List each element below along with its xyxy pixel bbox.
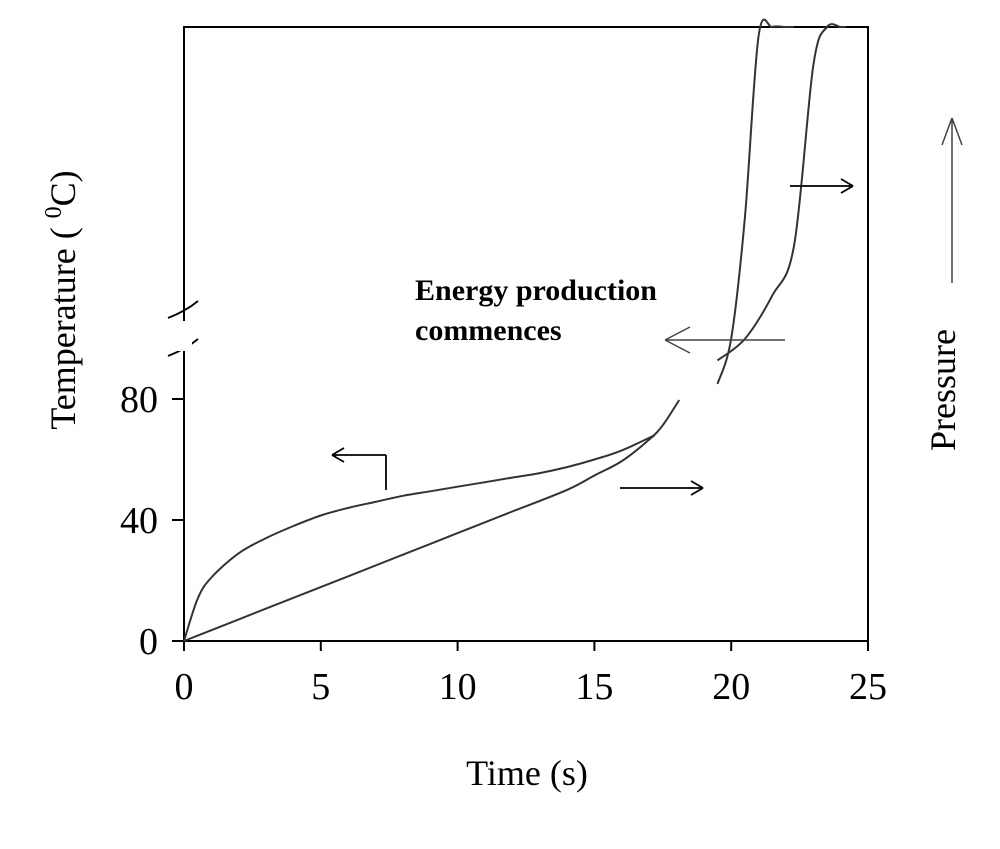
y-tick-label: 80	[120, 379, 158, 421]
y-axis-title-prefix: Temperature (	[43, 218, 83, 429]
x-tick-label: 20	[712, 666, 750, 708]
y-axis-title-suffix: C)	[43, 170, 83, 206]
right-axis-arrow	[620, 480, 704, 496]
right-axis-arrow	[790, 178, 854, 194]
x-tick-label: 0	[175, 666, 194, 708]
temperature-curve	[716, 18, 795, 385]
pressure-curve	[716, 23, 847, 362]
y-axis-title: Temperature ( 0C)	[41, 170, 83, 429]
annotation-line1: Energy production	[415, 274, 657, 307]
pressure-curve	[183, 399, 681, 642]
y-tick-label: 0	[139, 621, 158, 663]
x-tick-label: 15	[575, 666, 613, 708]
y-tick-label: 40	[120, 500, 158, 542]
y-ticks: 0 40 80	[120, 379, 184, 663]
right-axis-title: Pressure	[923, 329, 963, 451]
annotation-line2: commences	[415, 314, 562, 347]
pressure-arrow	[941, 117, 963, 283]
axis-break-gap	[176, 321, 192, 351]
left-axis-arrow	[331, 447, 387, 490]
x-axis-title: Time (s)	[466, 753, 588, 793]
x-ticks: 0 5 10 15 20 25	[175, 641, 887, 708]
left-axis-arrow	[664, 326, 785, 354]
temperature-curve	[183, 434, 656, 642]
y-axis-title-sup: 0	[41, 206, 67, 218]
x-tick-label: 10	[439, 666, 477, 708]
x-tick-label: 25	[849, 666, 887, 708]
curves	[183, 18, 847, 642]
x-tick-label: 5	[311, 666, 330, 708]
